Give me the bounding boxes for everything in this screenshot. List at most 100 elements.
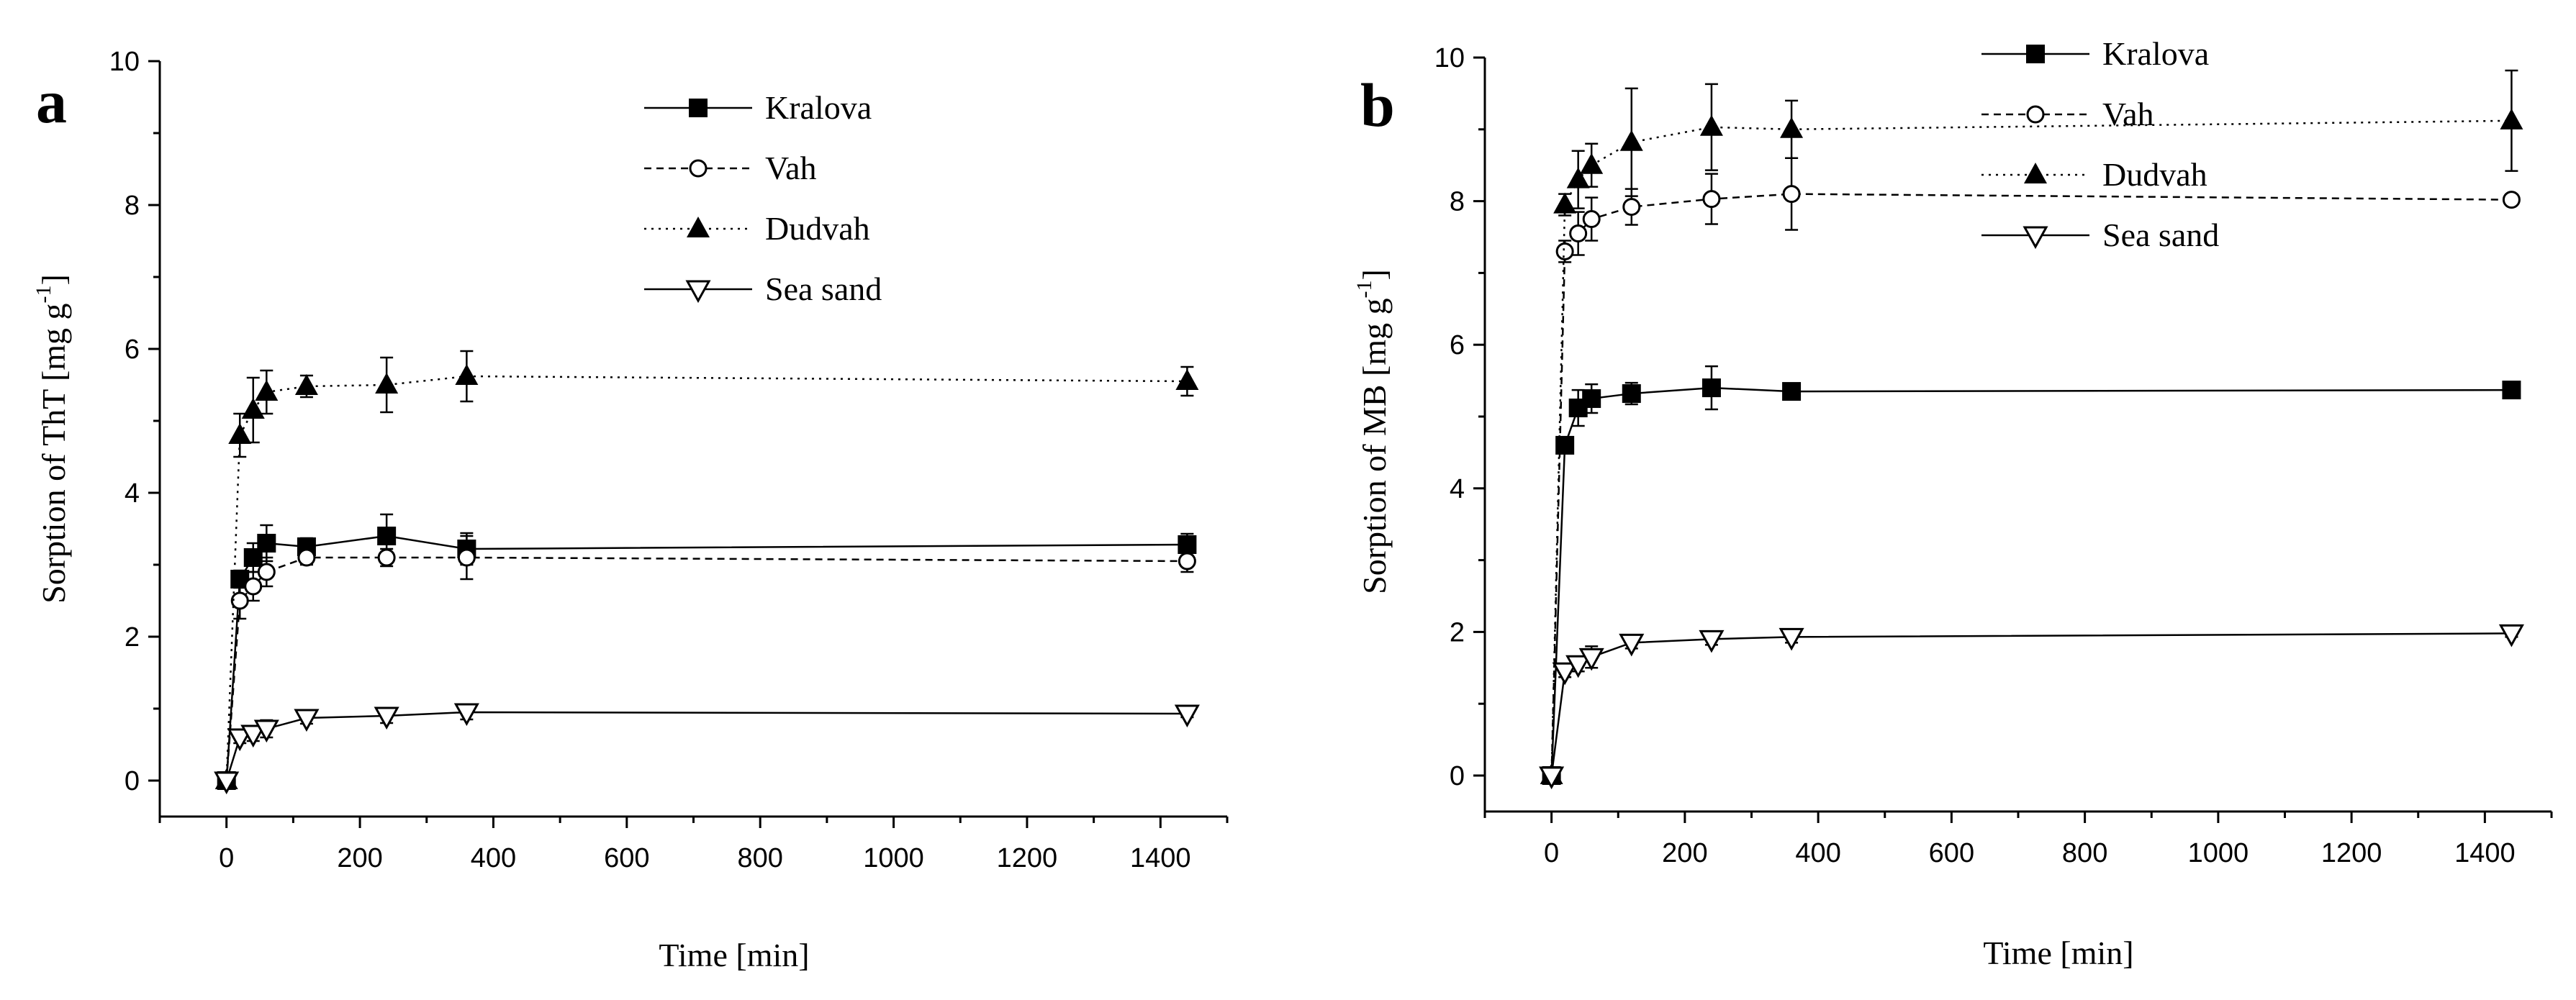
series-sea-sand (214, 703, 1200, 795)
data-point (1539, 766, 1565, 790)
data-point (1566, 167, 1590, 188)
series-line (1550, 119, 2512, 776)
data-point (1582, 389, 1601, 409)
legend-entry: Kralova (644, 89, 872, 126)
y-tick-label: 2 (125, 622, 140, 653)
legend-marker (685, 280, 711, 304)
x-tick-label: 0 (1544, 838, 1559, 868)
data-point (374, 706, 399, 730)
data-point (1622, 198, 1641, 217)
legend-label: Kralova (2102, 35, 2209, 72)
data-point (1779, 627, 1804, 651)
data-point (1175, 369, 1199, 390)
legend-entry: Dudvah (1981, 156, 2207, 193)
y-axis-title-end: ] (1356, 269, 1393, 280)
data-point (1699, 114, 1723, 136)
x-tick-label: 1000 (863, 843, 924, 873)
x-tick-label: 1200 (2321, 838, 2382, 868)
legend-label: Vah (2102, 96, 2154, 132)
data-point (2498, 624, 2524, 647)
y-tick-label: 0 (125, 766, 140, 796)
data-point (228, 423, 252, 444)
data-point (377, 548, 396, 567)
x-tick-label: 400 (1795, 838, 1840, 868)
data-point (240, 724, 266, 748)
y-axis-title-main: Sorption of MB [mg g (1356, 298, 1393, 594)
data-point (294, 709, 320, 732)
series-line (1550, 386, 2512, 776)
series-sea-sand (1539, 624, 2524, 790)
y-axis-title-main: Sorption of ThT [mg g (35, 303, 72, 603)
legend-label: Sea sand (2102, 217, 2219, 253)
data-point (1580, 153, 1604, 174)
data-point (1578, 647, 1604, 671)
series-vah (1542, 157, 2521, 785)
legend-entry: Sea sand (644, 271, 882, 307)
series-line (225, 711, 1188, 781)
data-point (214, 771, 240, 795)
data-point (244, 577, 263, 596)
data-point (297, 548, 316, 567)
data-point (1782, 382, 1802, 401)
x-tick-label: 0 (219, 843, 234, 873)
legend-marker (689, 159, 708, 178)
x-tick-label: 600 (604, 843, 649, 873)
series-line (225, 556, 1188, 781)
x-tick-label: 1400 (2454, 838, 2516, 868)
legend-label: Dudvah (765, 210, 870, 247)
series-kralova (217, 513, 1197, 790)
x-tick-label: 400 (471, 843, 516, 873)
data-point (1701, 378, 1721, 398)
panel-label: b (1360, 71, 1395, 140)
series-line (1550, 193, 2512, 776)
x-axis-title: Time [min] (1983, 935, 2133, 971)
data-point (1582, 210, 1601, 229)
y-axis-title: Sorption of MB [mg g-1] (1352, 269, 1393, 594)
data-point (1780, 117, 1804, 138)
chart-panel-b: 0 200 400 600 800 1000 1200 1400 0 2 4 6 8 10 Time [mi… (1352, 35, 2553, 971)
series-kralova (1542, 365, 2521, 785)
legend-label: Sea sand (765, 271, 882, 307)
data-point (255, 380, 279, 401)
series-line (1550, 632, 2512, 776)
x-tick-label: 600 (1929, 838, 1974, 868)
legend-entry: Dudvah (644, 210, 870, 247)
data-point (1699, 629, 1725, 653)
data-point (253, 719, 279, 743)
legend-label: Kralova (765, 89, 872, 126)
data-point (2500, 108, 2523, 129)
y-axis-title: Sorption of ThT [mg g-1] (32, 274, 72, 604)
y-axis-title-sup: -1 (32, 285, 55, 303)
series-dudvah (214, 350, 1199, 789)
series-vah (217, 535, 1196, 790)
data-point (455, 364, 479, 385)
data-point (1552, 662, 1578, 686)
chart-panel-a: 0 200 400 600 800 1000 1200 1400 0 2 4 6 8 10 Time [mi… (32, 47, 1229, 973)
data-point (1174, 704, 1200, 728)
y-axis-title-sup: -1 (1352, 280, 1376, 298)
data-point (1782, 185, 1801, 204)
y-tick-label: 4 (125, 478, 140, 509)
data-point (457, 548, 476, 567)
panel-label: a (36, 67, 67, 136)
y-tick-label: 6 (125, 335, 140, 365)
x-tick-label: 1400 (1130, 843, 1191, 873)
data-point (2502, 191, 2521, 209)
legend-marker (2026, 45, 2045, 63)
y-tick-label: 4 (1450, 474, 1465, 504)
data-point (453, 703, 479, 727)
x-tick-label: 200 (1662, 838, 1707, 868)
y-tick-label: 10 (109, 47, 140, 77)
legend-marker (2026, 105, 2045, 124)
legend-marker (2023, 226, 2048, 250)
x-tick-label: 200 (337, 843, 382, 873)
data-point (377, 527, 397, 545)
data-point (1619, 633, 1645, 657)
legend-marker (689, 99, 708, 117)
data-point (257, 563, 276, 581)
data-point (1622, 384, 1641, 404)
data-point (375, 373, 399, 394)
y-tick-label: 2 (1450, 617, 1465, 647)
legend-entry: Sea sand (1981, 217, 2219, 253)
